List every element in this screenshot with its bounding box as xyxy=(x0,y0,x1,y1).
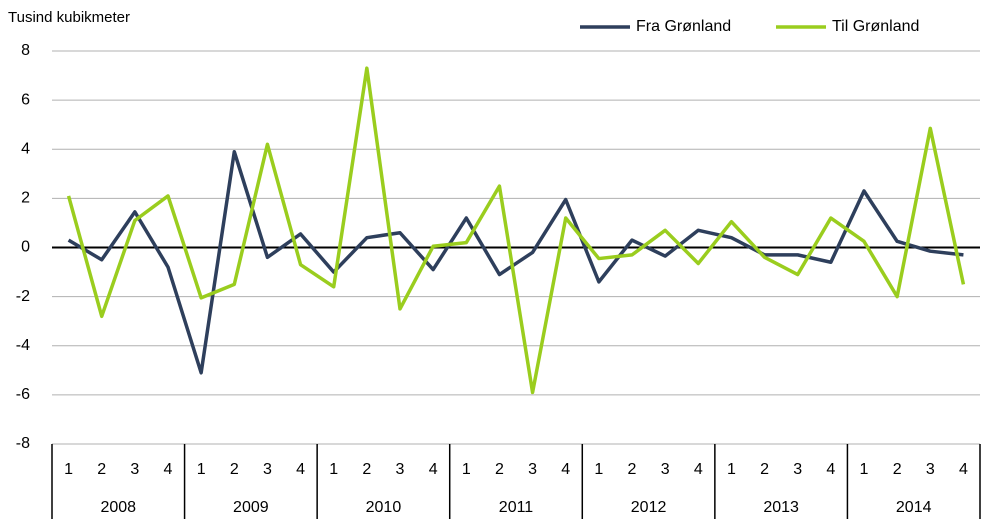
x-tick-label: 1 xyxy=(64,461,73,478)
x-tick-label: 2 xyxy=(230,461,239,478)
x-tick-label: 4 xyxy=(826,461,835,478)
year-label: 2012 xyxy=(631,499,667,516)
year-label: 2009 xyxy=(233,499,269,516)
y-tick-label: -6 xyxy=(16,386,30,403)
y-tick-label: 6 xyxy=(21,91,30,108)
y-tick-label: -8 xyxy=(16,435,30,452)
x-tick-label: 2 xyxy=(760,461,769,478)
line-series xyxy=(67,149,964,375)
x-tick-label: 3 xyxy=(130,461,139,478)
x-tick-label: 3 xyxy=(793,461,802,478)
x-tick-label: 4 xyxy=(429,461,438,478)
year-label: 2008 xyxy=(100,499,136,516)
y-tick-label: 4 xyxy=(21,140,30,157)
year-label: 2011 xyxy=(499,499,534,516)
year-label: 2014 xyxy=(896,499,932,516)
x-tick-label: 4 xyxy=(296,461,305,478)
x-tick-label: 4 xyxy=(561,461,570,478)
y-tick-label: 8 xyxy=(21,42,30,59)
x-tick-label: 4 xyxy=(694,461,703,478)
y-tick-label: -4 xyxy=(16,337,30,354)
x-tick-label: 1 xyxy=(594,461,603,478)
x-tick-label: 3 xyxy=(661,461,670,478)
x-tick-label: 1 xyxy=(197,461,206,478)
x-tick-label: 3 xyxy=(396,461,405,478)
y-axis-label: Tusind kubikmeter xyxy=(8,9,130,26)
x-tick-label: 1 xyxy=(462,461,471,478)
line-series xyxy=(66,66,966,395)
x-tick-label: 2 xyxy=(97,461,106,478)
year-label: 2013 xyxy=(763,499,799,516)
y-tick-label: -2 xyxy=(16,288,30,305)
x-tick-label: 4 xyxy=(959,461,968,478)
x-tick-label: 2 xyxy=(362,461,371,478)
x-tick-label: 2 xyxy=(628,461,637,478)
x-tick-label: 1 xyxy=(860,461,869,478)
y-tick-label: 0 xyxy=(21,239,30,256)
x-tick-label: 4 xyxy=(164,461,173,478)
x-tick-label: 2 xyxy=(893,461,902,478)
x-tick-label: 3 xyxy=(926,461,935,478)
legend-label: Fra Grønland xyxy=(636,18,731,35)
x-tick-label: 1 xyxy=(727,461,736,478)
year-label: 2010 xyxy=(366,499,402,516)
x-tick-label: 1 xyxy=(329,461,338,478)
x-tick-label: 2 xyxy=(495,461,504,478)
y-tick-label: 2 xyxy=(21,190,30,207)
x-tick-label: 3 xyxy=(528,461,537,478)
x-tick-label: 3 xyxy=(263,461,272,478)
legend-label: Til Grønland xyxy=(832,18,919,35)
